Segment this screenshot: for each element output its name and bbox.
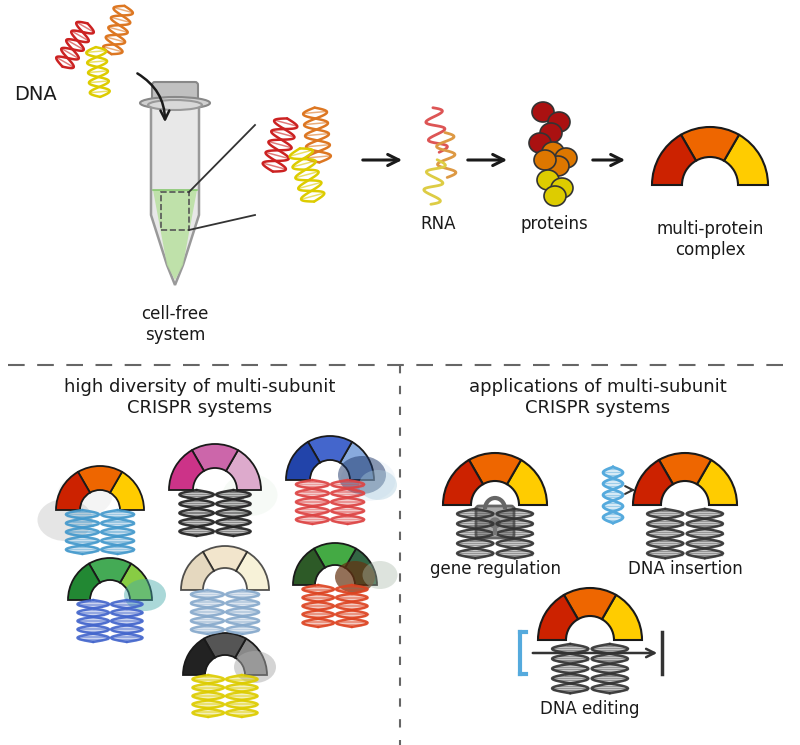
Ellipse shape — [534, 150, 556, 170]
Polygon shape — [552, 644, 589, 694]
Polygon shape — [296, 480, 329, 524]
Ellipse shape — [359, 470, 397, 500]
Wedge shape — [183, 638, 215, 675]
Text: DNA: DNA — [14, 86, 57, 104]
Wedge shape — [236, 552, 269, 590]
Polygon shape — [226, 675, 258, 717]
Wedge shape — [340, 442, 374, 480]
Text: DNA insertion: DNA insertion — [628, 560, 742, 578]
Ellipse shape — [544, 186, 566, 206]
Ellipse shape — [38, 499, 93, 541]
Ellipse shape — [537, 170, 559, 190]
Wedge shape — [602, 595, 642, 640]
Wedge shape — [681, 127, 739, 161]
Polygon shape — [302, 585, 334, 627]
Text: DNA editing: DNA editing — [540, 700, 640, 718]
Wedge shape — [314, 543, 356, 568]
Wedge shape — [235, 638, 267, 675]
Wedge shape — [345, 548, 377, 585]
FancyBboxPatch shape — [152, 82, 198, 106]
Wedge shape — [443, 460, 483, 505]
Polygon shape — [457, 509, 494, 558]
Polygon shape — [686, 509, 723, 558]
Wedge shape — [120, 564, 152, 600]
Wedge shape — [110, 472, 144, 510]
Circle shape — [490, 518, 500, 528]
Polygon shape — [331, 480, 364, 524]
Wedge shape — [652, 135, 696, 185]
Wedge shape — [204, 633, 246, 658]
Ellipse shape — [234, 651, 276, 683]
Wedge shape — [286, 442, 320, 480]
Wedge shape — [78, 466, 122, 492]
Ellipse shape — [540, 123, 562, 143]
Ellipse shape — [529, 133, 551, 153]
Text: applications of multi-subunit
CRISPR systems: applications of multi-subunit CRISPR sys… — [469, 378, 727, 416]
Wedge shape — [169, 450, 204, 490]
Text: RNA: RNA — [420, 215, 456, 233]
Polygon shape — [193, 675, 224, 717]
Text: proteins: proteins — [520, 215, 588, 233]
Ellipse shape — [335, 561, 375, 593]
Ellipse shape — [338, 456, 386, 494]
Polygon shape — [78, 600, 109, 642]
Text: high diversity of multi-subunit
CRISPR systems: high diversity of multi-subunit CRISPR s… — [64, 378, 336, 416]
Wedge shape — [226, 450, 261, 490]
Wedge shape — [68, 564, 100, 600]
Wedge shape — [724, 135, 768, 185]
Polygon shape — [191, 590, 224, 634]
Polygon shape — [179, 490, 214, 536]
Polygon shape — [111, 600, 142, 642]
Wedge shape — [203, 546, 247, 571]
Wedge shape — [89, 558, 131, 583]
Wedge shape — [469, 453, 521, 484]
Wedge shape — [192, 444, 238, 471]
Wedge shape — [538, 595, 578, 640]
Text: cell-free
system: cell-free system — [142, 305, 209, 343]
Polygon shape — [66, 510, 99, 554]
Polygon shape — [647, 509, 683, 558]
Ellipse shape — [551, 178, 573, 198]
Polygon shape — [216, 490, 250, 536]
Ellipse shape — [548, 112, 570, 132]
Wedge shape — [697, 460, 737, 505]
Ellipse shape — [148, 100, 202, 110]
Polygon shape — [603, 467, 623, 523]
Ellipse shape — [124, 579, 166, 611]
Ellipse shape — [58, 474, 113, 516]
Polygon shape — [101, 510, 134, 554]
Wedge shape — [181, 552, 214, 590]
Ellipse shape — [222, 474, 278, 516]
Ellipse shape — [140, 97, 210, 109]
Text: gene regulation: gene regulation — [430, 560, 561, 578]
Wedge shape — [507, 460, 547, 505]
Polygon shape — [336, 585, 367, 627]
Wedge shape — [564, 588, 616, 619]
Polygon shape — [591, 644, 628, 694]
Ellipse shape — [547, 156, 569, 176]
Text: multi-protein
complex: multi-protein complex — [656, 220, 764, 259]
Polygon shape — [497, 509, 533, 558]
FancyBboxPatch shape — [476, 506, 514, 538]
Ellipse shape — [532, 102, 554, 122]
Polygon shape — [226, 590, 259, 634]
Wedge shape — [659, 453, 711, 484]
Bar — [161, 192, 189, 230]
Ellipse shape — [362, 561, 398, 589]
Polygon shape — [153, 190, 197, 280]
Ellipse shape — [555, 148, 577, 168]
Polygon shape — [151, 105, 199, 285]
Wedge shape — [293, 548, 325, 585]
Wedge shape — [56, 472, 90, 510]
Wedge shape — [633, 460, 673, 505]
Wedge shape — [308, 436, 352, 463]
Ellipse shape — [341, 459, 395, 501]
Ellipse shape — [542, 142, 564, 162]
